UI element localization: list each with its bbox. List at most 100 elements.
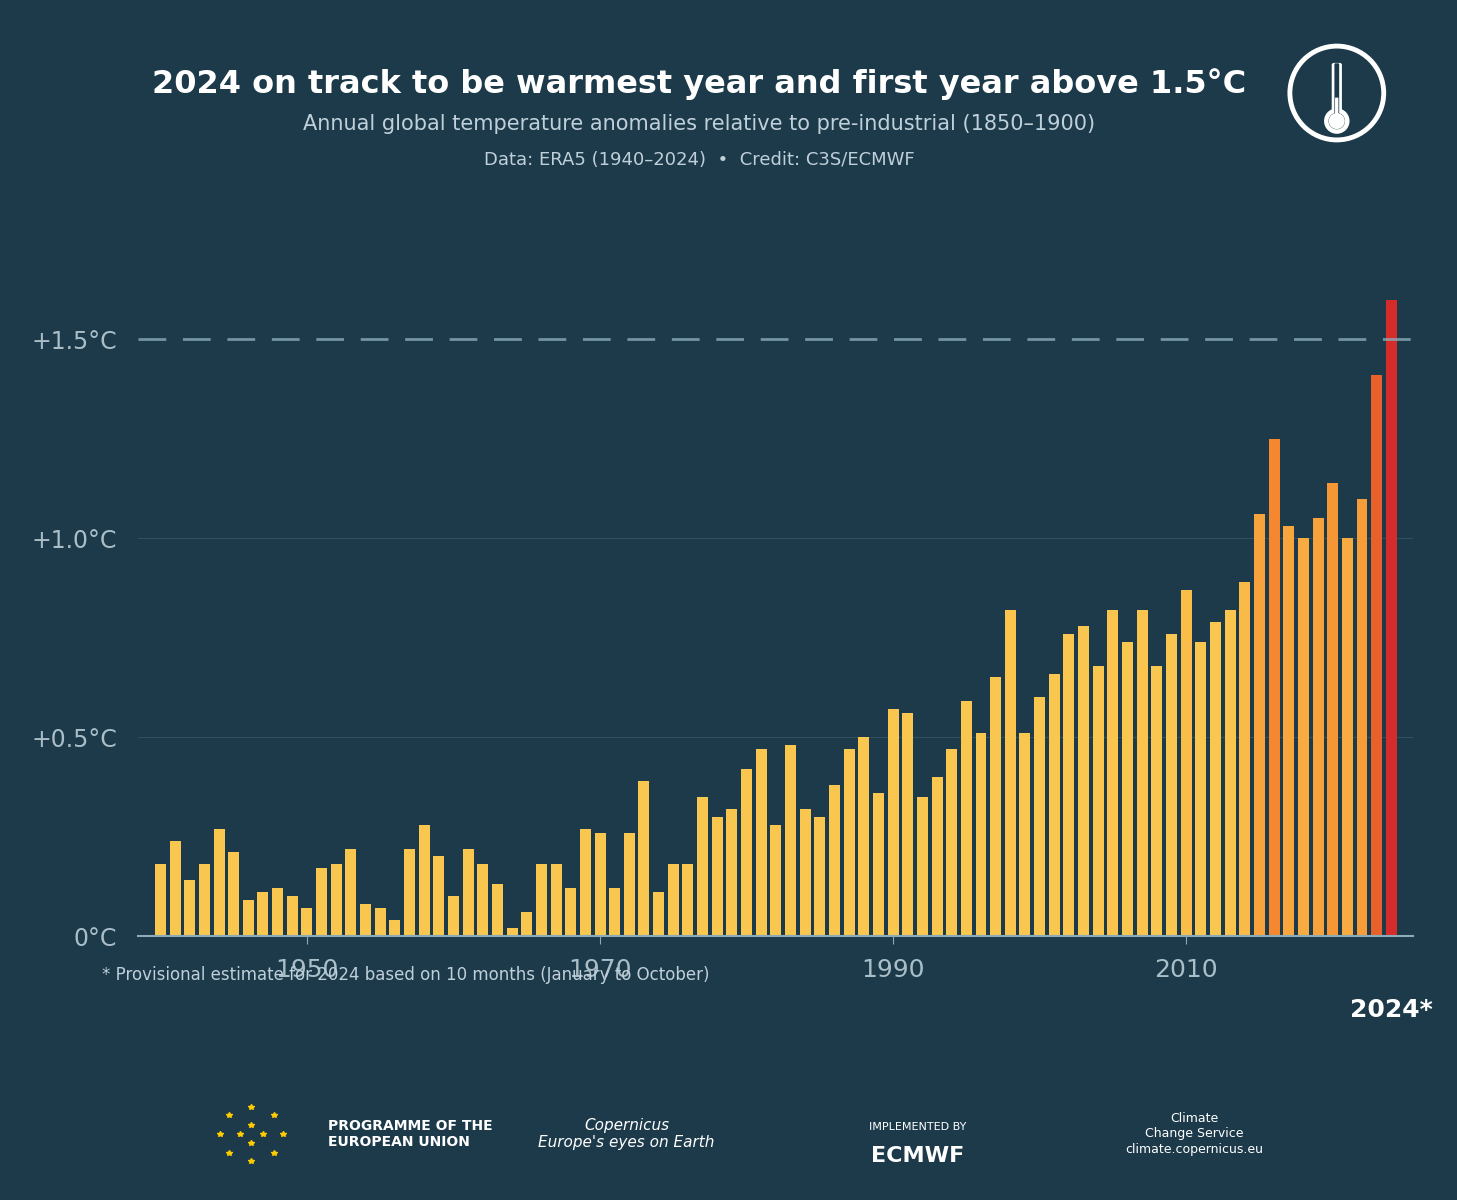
- Text: Data: ERA5 (1940–2024)  •  Credit: C3S/ECMWF: Data: ERA5 (1940–2024) • Credit: C3S/ECM…: [484, 151, 915, 169]
- Bar: [1284, 527, 1294, 936]
- Bar: [785, 745, 796, 936]
- Bar: [946, 749, 957, 936]
- Bar: [1269, 439, 1279, 936]
- Bar: [873, 793, 884, 936]
- Bar: [374, 908, 386, 936]
- Bar: [844, 749, 855, 936]
- Text: Copernicus
Europe's eyes on Earth: Copernicus Europe's eyes on Earth: [538, 1118, 715, 1150]
- Bar: [1371, 376, 1383, 936]
- Bar: [1093, 666, 1104, 936]
- Bar: [433, 857, 444, 936]
- Bar: [463, 848, 474, 936]
- Bar: [829, 785, 841, 936]
- Circle shape: [1324, 108, 1349, 133]
- Text: * Provisional estimate for 2024 based on 10 months (January to October): * Provisional estimate for 2024 based on…: [102, 966, 710, 984]
- Text: IMPLEMENTED BY: IMPLEMENTED BY: [870, 1122, 966, 1132]
- Bar: [1166, 634, 1177, 936]
- Bar: [1136, 610, 1148, 936]
- Bar: [638, 781, 650, 936]
- Bar: [1151, 666, 1163, 936]
- Circle shape: [1329, 113, 1345, 130]
- Bar: [184, 881, 195, 936]
- Bar: [1034, 697, 1045, 936]
- Bar: [214, 829, 224, 936]
- Bar: [756, 749, 766, 936]
- Bar: [1386, 300, 1397, 936]
- Bar: [418, 824, 430, 936]
- Text: 2024*: 2024*: [1351, 997, 1432, 1021]
- Bar: [404, 848, 415, 936]
- Bar: [565, 888, 576, 936]
- Bar: [1254, 515, 1265, 936]
- Bar: [742, 769, 752, 936]
- FancyBboxPatch shape: [1335, 97, 1339, 116]
- Bar: [1313, 518, 1323, 936]
- Bar: [1107, 610, 1119, 936]
- Bar: [1049, 673, 1059, 936]
- Bar: [316, 869, 326, 936]
- Bar: [551, 864, 561, 936]
- Bar: [198, 864, 210, 936]
- Bar: [887, 709, 899, 936]
- Bar: [916, 797, 928, 936]
- Bar: [287, 896, 297, 936]
- Bar: [696, 797, 708, 936]
- Bar: [229, 852, 239, 936]
- Text: 2024 on track to be warmest year and first year above 1.5°C: 2024 on track to be warmest year and fir…: [153, 68, 1246, 101]
- Bar: [154, 864, 166, 936]
- Bar: [258, 893, 268, 936]
- FancyBboxPatch shape: [1332, 62, 1342, 124]
- Bar: [1005, 610, 1016, 936]
- Bar: [771, 824, 781, 936]
- Bar: [1195, 642, 1206, 936]
- Bar: [1225, 610, 1236, 936]
- Bar: [653, 893, 664, 936]
- FancyBboxPatch shape: [1335, 64, 1339, 115]
- Bar: [711, 817, 723, 936]
- Text: PROGRAMME OF THE
EUROPEAN UNION: PROGRAMME OF THE EUROPEAN UNION: [328, 1118, 492, 1150]
- Bar: [272, 888, 283, 936]
- Bar: [243, 900, 254, 936]
- Bar: [1078, 625, 1088, 936]
- Bar: [1209, 622, 1221, 936]
- Bar: [1020, 733, 1030, 936]
- Bar: [727, 809, 737, 936]
- Bar: [507, 928, 517, 936]
- Text: Annual global temperature anomalies relative to pre-industrial (1850–1900): Annual global temperature anomalies rela…: [303, 114, 1096, 134]
- Bar: [931, 776, 943, 936]
- Bar: [667, 864, 679, 936]
- Bar: [478, 864, 488, 936]
- Bar: [1240, 582, 1250, 936]
- Bar: [800, 809, 810, 936]
- Bar: [594, 833, 606, 936]
- Bar: [536, 864, 546, 936]
- Bar: [682, 864, 694, 936]
- Bar: [991, 678, 1001, 936]
- Bar: [1342, 539, 1354, 936]
- Bar: [624, 833, 635, 936]
- Bar: [580, 829, 592, 936]
- Bar: [814, 817, 825, 936]
- Bar: [447, 896, 459, 936]
- Bar: [1327, 482, 1338, 936]
- Bar: [858, 737, 870, 936]
- Bar: [1356, 498, 1368, 936]
- Bar: [302, 908, 312, 936]
- Bar: [1298, 539, 1308, 936]
- Circle shape: [1329, 113, 1345, 130]
- Bar: [522, 912, 532, 936]
- Text: Climate
Change Service
climate.copernicus.eu: Climate Change Service climate.copernicu…: [1126, 1112, 1263, 1156]
- Bar: [1064, 634, 1074, 936]
- Bar: [169, 840, 181, 936]
- Text: ECMWF: ECMWF: [871, 1146, 965, 1166]
- Bar: [1122, 642, 1134, 936]
- Bar: [1180, 590, 1192, 936]
- Bar: [389, 920, 401, 936]
- Bar: [345, 848, 357, 936]
- Bar: [976, 733, 986, 936]
- Bar: [360, 904, 372, 936]
- Bar: [960, 701, 972, 936]
- Bar: [331, 864, 342, 936]
- Bar: [609, 888, 621, 936]
- Bar: [492, 884, 503, 936]
